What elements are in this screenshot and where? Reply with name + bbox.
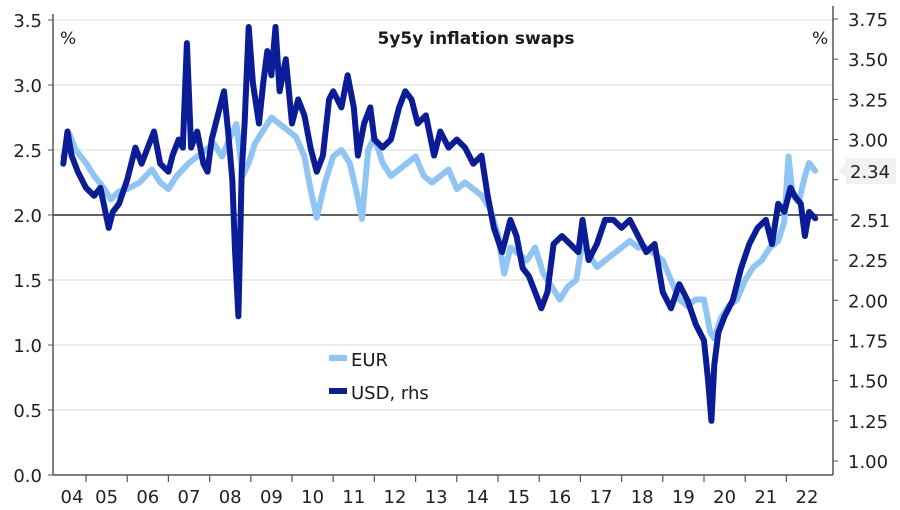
x-tick-label: 17 [590,487,613,508]
right-tick-label: 1.00 [848,452,888,473]
left-tick-label: 0.5 [13,401,42,422]
right-tick-label: 1.25 [848,412,888,433]
x-tick-label: 21 [754,487,777,508]
right-tick-label: 3.75 [848,10,888,31]
x-axis-ticks: 04 05 06 07 08 09 10 11 12 13 14 15 16 17 18 19 20 21 22 [61,475,819,508]
chart-title: 5y5y inflation swaps [378,29,575,49]
right-tick-label: 3.25 [848,90,888,111]
x-tick-label: 04 [61,487,84,508]
series-line [60,114,819,342]
legend-eur-label: EUR [351,350,388,371]
axes [52,6,834,476]
left-tick-label: 1.5 [13,271,42,292]
x-tick-label: 16 [548,487,571,508]
x-tick-label: 20 [713,487,736,508]
series-line [60,24,819,424]
right-tick-label: 3.00 [848,131,888,152]
x-tick-label: 11 [342,487,365,508]
usd-series [60,24,819,424]
x-tick-label: 19 [672,487,695,508]
x-tick-label: 07 [178,487,201,508]
legend-usd-swatch [329,388,347,394]
right-tick-label: 1.50 [848,372,888,393]
legend: EUR USD, rhs [329,350,429,404]
left-tick-label: 3.5 [13,11,42,32]
legend-usd-label: USD, rhs [351,383,429,404]
left-tick-label: 2.5 [13,141,42,162]
right-tick-label: 2.00 [848,291,888,312]
left-axis-ticks: 0.0 0.5 1.0 1.5 2.0 2.5 3.0 3.5 [13,11,53,487]
end-labels: 2.34 2.51 [838,158,896,232]
x-tick-label: 08 [219,487,242,508]
left-tick-label: 0.0 [13,466,42,487]
left-axis-unit: % [60,29,76,49]
left-tick-label: 3.0 [13,76,42,97]
x-tick-label: 18 [631,487,654,508]
x-tick-label: 06 [136,487,159,508]
right-tick-label: 2.25 [848,251,888,272]
x-tick-label: 09 [260,487,283,508]
x-tick-label: 14 [466,487,489,508]
x-tick-label: 05 [95,487,118,508]
eur-end-label-pointer [838,164,846,178]
right-axis-unit: % [812,29,828,49]
x-tick-label: 15 [507,487,530,508]
x-tick-label: 13 [425,487,448,508]
legend-eur-swatch [329,355,347,361]
eur-end-label-box [846,158,896,184]
right-tick-label: 3.50 [848,50,888,71]
left-tick-label: 1.0 [13,336,42,357]
right-axis-ticks: 1.00 1.25 1.50 1.75 2.00 2.25 3.00 3.25 3.50 3.75 [833,10,888,473]
x-tick-label: 12 [384,487,407,508]
x-tick-label: 22 [796,487,819,508]
eur-end-label: 2.34 [850,162,890,183]
right-tick-label: 1.75 [848,331,888,352]
x-tick-label: 10 [301,487,324,508]
left-tick-label: 2.0 [13,206,42,227]
usd-end-label: 2.51 [850,211,890,232]
